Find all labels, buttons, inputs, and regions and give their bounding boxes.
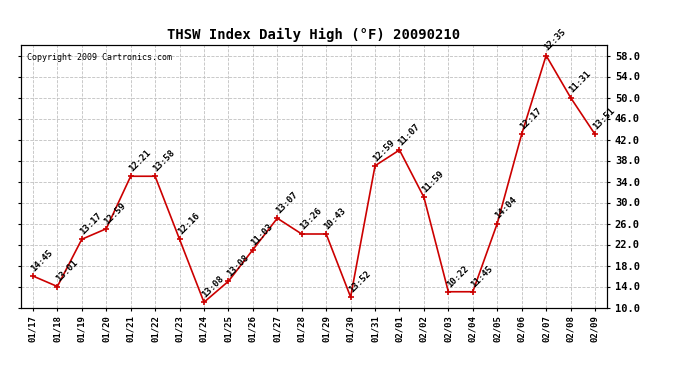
Text: 11:45: 11:45: [469, 264, 495, 289]
Text: 13:52: 13:52: [347, 269, 373, 294]
Text: 13:51: 13:51: [591, 106, 617, 132]
Text: 12:59: 12:59: [371, 138, 397, 163]
Text: Copyright 2009 Cartronics.com: Copyright 2009 Cartronics.com: [26, 53, 172, 62]
Text: 13:58: 13:58: [152, 148, 177, 174]
Text: 11:03: 11:03: [249, 222, 275, 247]
Text: 11:07: 11:07: [396, 122, 422, 147]
Title: THSW Index Daily High (°F) 20090210: THSW Index Daily High (°F) 20090210: [168, 28, 460, 42]
Text: 12:16: 12:16: [176, 211, 201, 237]
Text: 13:07: 13:07: [274, 190, 299, 216]
Text: 12:35: 12:35: [542, 27, 568, 53]
Text: 13:08: 13:08: [225, 253, 250, 279]
Text: 13:26: 13:26: [298, 206, 324, 231]
Text: 14:04: 14:04: [493, 195, 519, 221]
Text: 11:31: 11:31: [567, 69, 592, 95]
Text: 10:22: 10:22: [445, 264, 470, 289]
Text: 12:59: 12:59: [103, 201, 128, 226]
Text: 12:21: 12:21: [127, 148, 152, 174]
Text: 12:17: 12:17: [518, 106, 544, 132]
Text: 10:43: 10:43: [323, 206, 348, 231]
Text: 13:17: 13:17: [78, 211, 104, 237]
Text: 13:01: 13:01: [54, 258, 79, 284]
Text: 13:08: 13:08: [200, 274, 226, 300]
Text: 14:45: 14:45: [30, 248, 55, 273]
Text: 11:59: 11:59: [420, 169, 446, 195]
